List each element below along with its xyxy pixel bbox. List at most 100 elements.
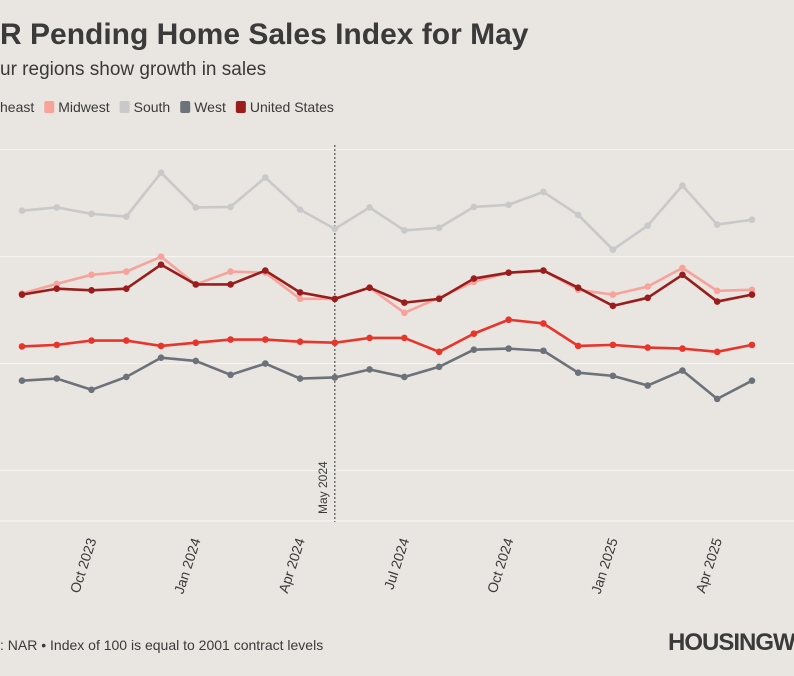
series-point	[262, 360, 269, 367]
series-point	[748, 286, 756, 294]
series-point	[679, 182, 686, 189]
series-point	[679, 345, 686, 352]
series-point	[227, 281, 234, 288]
series-point	[331, 339, 339, 347]
series-point	[505, 316, 512, 324]
series-point	[122, 268, 130, 275]
series-point	[366, 284, 373, 291]
series-point	[88, 287, 95, 294]
legend-label: United States	[250, 99, 334, 115]
series-point	[644, 294, 651, 302]
series-point	[401, 309, 408, 317]
series-point	[262, 267, 269, 274]
series-point	[713, 395, 721, 403]
series-point	[470, 275, 478, 282]
series-point	[574, 211, 582, 219]
series-point	[435, 295, 443, 303]
series-point	[192, 357, 200, 365]
series-point	[157, 342, 165, 350]
series-point	[18, 377, 26, 384]
series-point	[227, 203, 234, 211]
series-point	[540, 347, 547, 355]
series-point	[122, 213, 130, 220]
series-point	[227, 336, 234, 343]
series-point	[296, 206, 304, 213]
series-point	[227, 371, 234, 379]
series-point	[644, 222, 651, 229]
series-point	[88, 271, 95, 279]
series-point	[748, 216, 756, 224]
series-point	[401, 334, 408, 342]
series-point	[540, 320, 547, 327]
series-point	[122, 373, 130, 381]
series-point	[88, 210, 95, 218]
series-point	[296, 289, 304, 296]
series-point	[644, 344, 651, 351]
series-point	[713, 287, 721, 295]
series-point	[609, 302, 617, 310]
series-point	[192, 339, 200, 347]
legend-swatch	[119, 101, 130, 113]
series-point	[609, 246, 617, 253]
series-point	[331, 374, 339, 381]
series-line	[21, 255, 752, 315]
series-point	[644, 382, 651, 389]
series-point	[574, 284, 582, 291]
series-point	[540, 188, 547, 196]
series-point	[227, 268, 234, 275]
series-point	[53, 285, 61, 293]
series-point	[470, 346, 478, 353]
series-point	[505, 345, 512, 352]
series-point	[331, 225, 339, 233]
series-point	[574, 369, 582, 376]
series-point	[18, 291, 26, 298]
series-point	[192, 204, 200, 211]
series-point	[366, 366, 373, 373]
series-point	[540, 267, 547, 274]
legend-swatch	[235, 101, 246, 113]
series-line	[21, 318, 753, 354]
chart-title: R Pending Home Sales Index for May	[0, 18, 529, 51]
series-point	[748, 291, 756, 298]
series-point	[296, 295, 304, 303]
series-point	[53, 204, 61, 211]
series-point	[713, 298, 721, 305]
legend-label: West	[194, 99, 226, 115]
series-point	[122, 285, 130, 293]
series-point	[157, 354, 165, 362]
series-line	[21, 263, 753, 308]
series-point	[296, 338, 304, 345]
series-point	[609, 341, 617, 349]
footer: : NAR • Index of 100 is equal to 2001 co…	[0, 637, 323, 653]
series-point	[88, 337, 95, 344]
series-point	[88, 386, 95, 394]
series-point	[53, 375, 61, 382]
series-point	[470, 330, 478, 337]
series-point	[401, 373, 408, 381]
brand: HOUSINGW	[668, 629, 794, 656]
series-line	[21, 347, 753, 401]
series-point	[366, 204, 373, 211]
series-point	[262, 336, 269, 343]
series-point	[401, 227, 408, 234]
series-point	[435, 348, 443, 356]
series-point	[748, 377, 756, 384]
legend-label: Midwest	[58, 99, 109, 115]
series-point	[505, 269, 512, 276]
legend-swatch	[180, 101, 191, 113]
series-point	[401, 299, 408, 306]
series-point	[609, 291, 617, 298]
series-point	[331, 295, 339, 303]
legend-label: South	[134, 99, 171, 115]
series-point	[713, 221, 721, 228]
series-point	[122, 337, 130, 344]
series-point	[644, 283, 651, 290]
series-line	[21, 171, 753, 251]
series-point	[679, 271, 686, 279]
series-point	[470, 203, 478, 211]
series-point	[157, 169, 165, 176]
series-point	[366, 334, 373, 342]
series-point	[505, 201, 512, 209]
series-point	[262, 174, 269, 181]
